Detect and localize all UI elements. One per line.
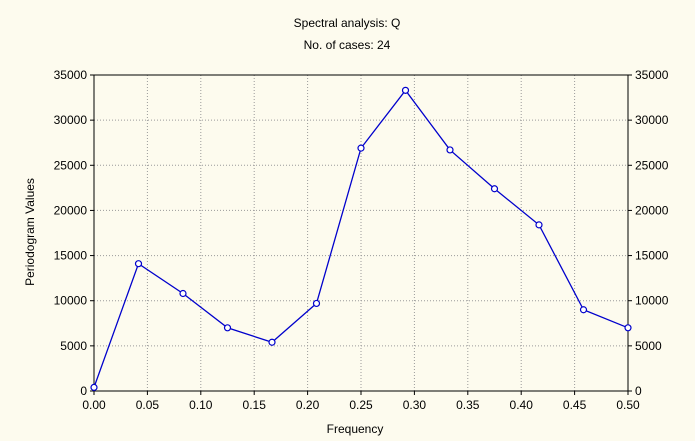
x-tick-label: 0.05 (136, 398, 160, 412)
y-tick-label-right: 10000 (635, 294, 669, 308)
data-point (579, 306, 588, 314)
y-tick-label-left: 35000 (54, 68, 88, 82)
x-tick-label: 0.45 (563, 398, 587, 412)
x-tick-label: 0.25 (349, 398, 373, 412)
series-layer (90, 86, 632, 391)
data-point (312, 299, 321, 308)
data-point (490, 185, 499, 193)
data-point (90, 383, 98, 391)
y-tick-label-right: 25000 (635, 158, 669, 172)
plot-area-frame (93, 74, 629, 392)
x-tick-label: 0.35 (456, 398, 480, 412)
chart-title: Spectral analysis: Q (294, 16, 401, 30)
y-tick-label-right: 35000 (635, 68, 669, 82)
y-tick-label-right: 5000 (635, 339, 662, 353)
data-point (357, 144, 365, 152)
y-tick-label-left: 25000 (54, 158, 88, 172)
chart-subtitle: No. of cases: 24 (304, 38, 391, 52)
y-tick-label-left: 15000 (54, 249, 88, 263)
y-tick-label-right: 15000 (635, 249, 669, 263)
data-point (535, 221, 543, 229)
y-tick-label-right: 0 (635, 384, 642, 398)
y-tick-label-right: 20000 (635, 203, 669, 217)
x-axis: 0.00 0.05 0.10 0.15 0.20 0.25 0.30 0.35 0.40 0.45… (82, 391, 640, 412)
data-point (624, 324, 632, 332)
right-y-axis: 0 5000 10000 15000 20000 25000 30000 35000 (628, 68, 669, 398)
data-point (134, 260, 143, 268)
x-axis-label: Frequency (327, 422, 384, 436)
data-point (179, 289, 187, 298)
y-axis-label: Periodogram Values (23, 178, 37, 286)
x-tick-label: 0.40 (510, 398, 534, 412)
y-tick-label-right: 30000 (635, 113, 669, 127)
data-point (223, 324, 232, 332)
x-tick-label: 0.10 (189, 398, 213, 412)
data-point (268, 338, 276, 346)
grid (94, 75, 628, 391)
x-tick-label: 0.50 (616, 398, 640, 412)
y-tick-label-left: 5000 (60, 339, 87, 353)
data-point (446, 146, 454, 154)
x-tick-label: 0.00 (82, 398, 106, 412)
y-tick-label-left: 10000 (54, 294, 88, 308)
x-tick-label: 0.30 (403, 398, 427, 412)
y-tick-label-left: 20000 (54, 203, 88, 217)
left-y-axis: 0 5000 10000 15000 20000 25000 30000 35000 (54, 68, 94, 398)
y-tick-label-left: 30000 (54, 113, 88, 127)
x-tick-label: 0.15 (243, 398, 267, 412)
x-tick-label: 0.20 (296, 398, 320, 412)
data-point (401, 86, 410, 94)
y-tick-label-left: 0 (80, 384, 87, 398)
